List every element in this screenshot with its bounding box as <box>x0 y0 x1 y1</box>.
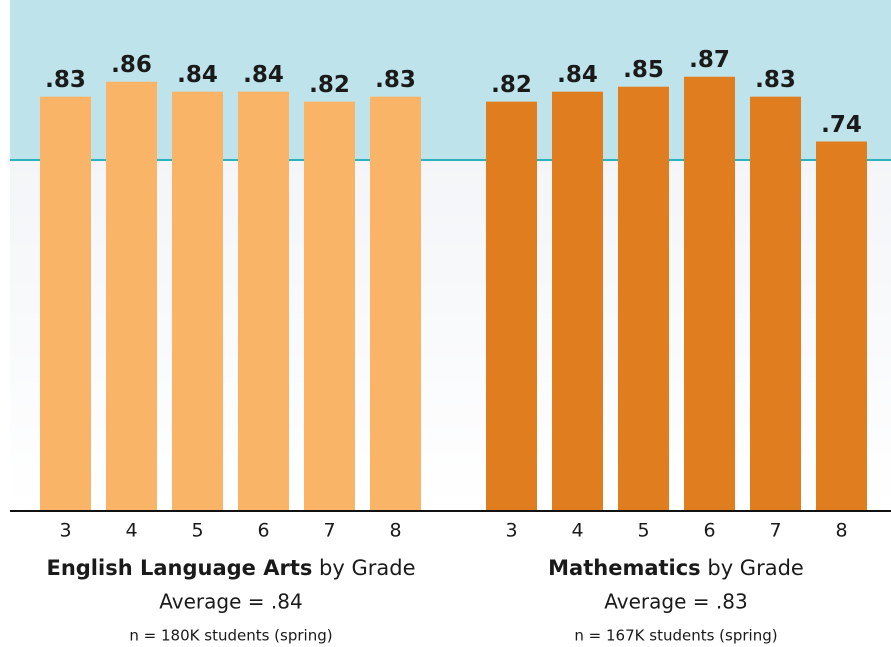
bar <box>370 96 421 510</box>
value-label: .84 <box>177 62 218 88</box>
group-title-bold: Mathematics <box>548 556 701 580</box>
value-label: .83 <box>45 67 86 93</box>
group-title-bold: English Language Arts <box>46 556 312 580</box>
sample-note: n = 180K students (spring) <box>129 627 332 645</box>
value-label: .83 <box>375 67 416 93</box>
bar <box>684 76 735 511</box>
average: Average = .84 <box>159 590 302 614</box>
group-title-rest: by Grade <box>707 556 803 580</box>
value-label: .84 <box>557 62 598 88</box>
x-tick-label: 8 <box>835 520 847 542</box>
value-label: .82 <box>491 72 532 98</box>
group-title-rest: by Grade <box>319 556 415 580</box>
value-label: .82 <box>309 72 350 98</box>
x-tick-label: 4 <box>125 520 137 542</box>
bar <box>106 81 157 510</box>
group-title: English Language Arts by Grade <box>46 556 415 580</box>
x-tick-label: 7 <box>769 520 781 542</box>
bar <box>304 101 355 510</box>
value-label: .87 <box>689 47 730 73</box>
x-tick-label: 4 <box>571 520 583 542</box>
value-label: .86 <box>111 52 152 78</box>
value-label: .74 <box>821 112 862 138</box>
bar <box>750 96 801 510</box>
value-label: .85 <box>623 57 664 83</box>
bar <box>172 91 223 511</box>
marks <box>40 76 867 511</box>
bar <box>486 101 537 510</box>
group-title: Mathematics by Grade <box>548 556 804 580</box>
bar <box>816 141 867 511</box>
x-tick-label: 7 <box>323 520 335 542</box>
x-tick-label: 3 <box>505 520 517 542</box>
bar <box>238 91 289 511</box>
x-tick-label: 6 <box>703 520 715 542</box>
bar <box>40 96 91 510</box>
value-label: .84 <box>243 62 284 88</box>
sample-note: n = 167K students (spring) <box>574 627 777 645</box>
x-tick-label: 3 <box>59 520 71 542</box>
bar <box>618 86 669 510</box>
x-tick-label: 6 <box>257 520 269 542</box>
average: Average = .83 <box>604 590 747 614</box>
x-tick-label: 5 <box>191 520 203 542</box>
value-label: .83 <box>755 67 796 93</box>
x-tick-label: 8 <box>389 520 401 542</box>
bar <box>552 91 603 511</box>
x-tick-label: 5 <box>637 520 649 542</box>
